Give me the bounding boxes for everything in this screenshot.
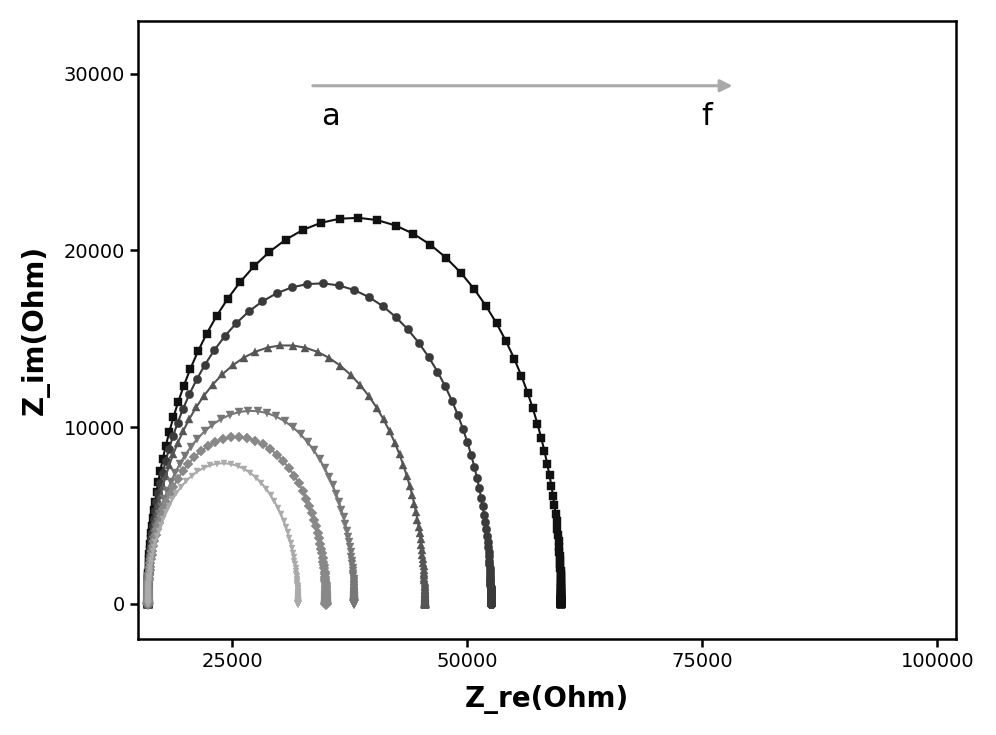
Text: a: a	[321, 102, 340, 131]
Y-axis label: Z_im(Ohm): Z_im(Ohm)	[21, 245, 50, 415]
X-axis label: Z_re(Ohm): Z_re(Ohm)	[465, 685, 629, 714]
Text: f: f	[701, 102, 712, 131]
